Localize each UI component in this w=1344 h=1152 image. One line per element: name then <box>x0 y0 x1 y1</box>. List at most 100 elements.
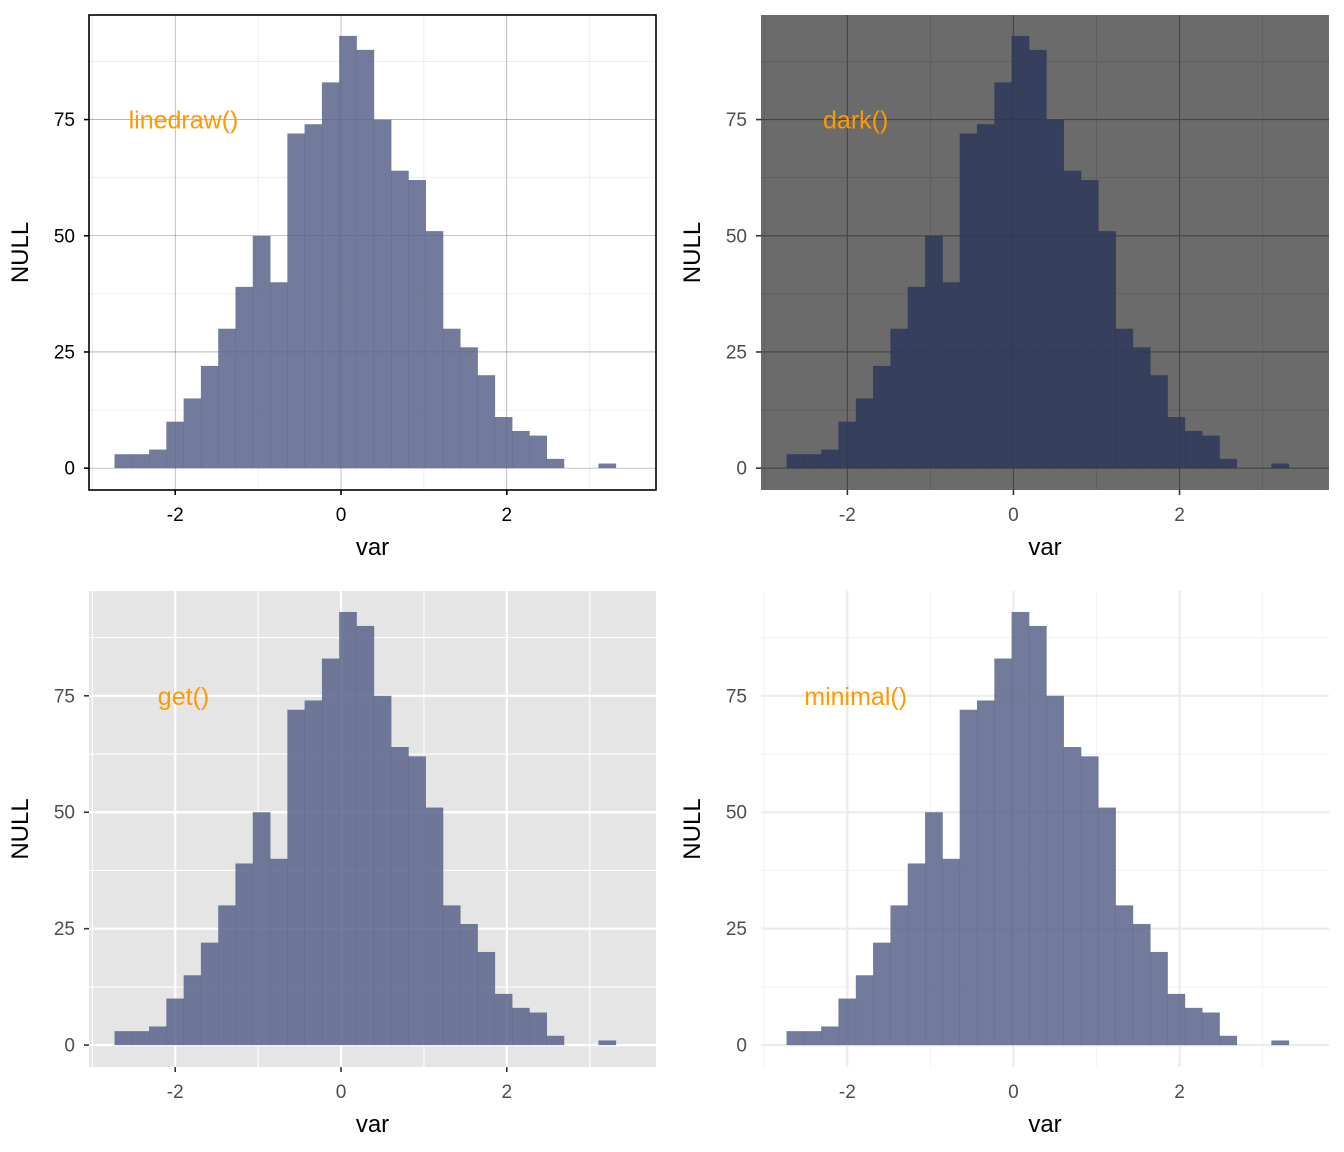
histogram-bar <box>1115 328 1134 469</box>
theme-annotation: get() <box>158 683 209 711</box>
histogram-bar <box>304 124 323 469</box>
histogram-bar <box>356 49 375 469</box>
histogram-bar <box>546 458 565 469</box>
histogram-bar <box>183 975 202 1046</box>
histogram-bar <box>1063 170 1082 469</box>
histogram-bar <box>183 398 202 469</box>
histogram-bar <box>1271 1040 1290 1046</box>
histogram-bar <box>942 282 961 469</box>
histogram-bar <box>925 235 943 469</box>
histogram-bar <box>511 430 530 469</box>
histogram-bar <box>838 421 857 469</box>
x-tick-label: 2 <box>1174 505 1185 526</box>
histogram-bar <box>408 756 426 1046</box>
y-tick-label: 25 <box>54 919 75 940</box>
histogram-bar <box>494 417 513 469</box>
histogram-bar <box>1011 611 1030 1046</box>
histogram-bar <box>838 998 857 1046</box>
x-axis-title: var <box>1028 1111 1061 1138</box>
histogram-bar <box>200 365 219 469</box>
histogram-bar <box>321 658 340 1046</box>
histogram-bar <box>1202 1012 1220 1046</box>
histogram-bar <box>821 1026 839 1046</box>
x-tick-label: 2 <box>1174 1082 1185 1103</box>
y-tick-label: 25 <box>726 342 747 363</box>
histogram-bar <box>270 858 288 1046</box>
histogram-bar <box>598 463 617 469</box>
histogram-bar <box>373 119 392 469</box>
histogram-bar <box>494 993 513 1046</box>
theme-annotation: minimal() <box>804 683 907 711</box>
histogram-bar <box>356 625 375 1046</box>
x-tick-label: 2 <box>502 1082 513 1103</box>
panel-linedraw: 0 25 50 75 -2 0 2 var NULL linedraw() <box>7 14 657 561</box>
histogram-bar <box>408 179 426 469</box>
x-axis-title: var <box>1028 534 1061 561</box>
histogram-bar <box>907 286 926 469</box>
histogram-bar <box>1219 458 1238 469</box>
y-tick-label: 25 <box>726 919 747 940</box>
y-tick-label: 0 <box>736 1036 747 1057</box>
histogram-bar <box>546 1035 565 1046</box>
histogram-bar <box>321 82 340 469</box>
histogram-bar <box>1098 807 1116 1046</box>
x-tick-label: -2 <box>839 505 856 526</box>
y-axis-title: NULL <box>679 222 706 283</box>
x-tick-label: -2 <box>167 505 184 526</box>
x-tick-label: 0 <box>1008 1082 1019 1103</box>
histogram-bar <box>218 905 236 1046</box>
histogram-bar <box>1080 179 1099 469</box>
histogram-bar <box>786 1031 805 1046</box>
histogram-bar <box>529 435 547 469</box>
histogram-bar <box>391 747 409 1046</box>
histogram-bar <box>460 924 478 1046</box>
histogram-bar <box>425 231 444 469</box>
histogram-bar <box>477 375 496 469</box>
y-axis-title: NULL <box>7 798 34 859</box>
histogram-bar <box>1150 375 1168 469</box>
histogram-bar <box>529 1012 547 1046</box>
histogram-bar <box>1219 1035 1238 1046</box>
histogram-bar <box>270 282 288 469</box>
x-tick-label: -2 <box>167 1082 184 1103</box>
x-tick-label: 0 <box>336 505 347 526</box>
histogram-bar <box>976 700 995 1046</box>
histogram-bar <box>166 998 185 1046</box>
histogram-bar <box>131 454 150 469</box>
histogram-bar <box>873 942 891 1046</box>
histogram-bar <box>1184 430 1203 469</box>
histogram-bar <box>1046 695 1064 1046</box>
histogram-bar <box>959 133 978 469</box>
histogram-bar <box>235 286 254 469</box>
histogram-bar <box>1028 625 1047 1046</box>
y-tick-label: 75 <box>726 686 747 707</box>
histogram-bar <box>907 863 926 1046</box>
histogram-bar <box>373 695 392 1046</box>
histogram-bar <box>287 133 306 469</box>
histogram-bar <box>1184 1007 1203 1046</box>
histogram-bar <box>287 709 306 1046</box>
histogram-bar <box>873 365 891 469</box>
x-tick-label: 2 <box>502 505 513 526</box>
histogram-bar <box>598 1040 617 1046</box>
theme-annotation: linedraw() <box>129 107 239 135</box>
histogram-bar <box>477 951 496 1046</box>
histogram-bar <box>1011 35 1030 469</box>
y-tick-label: 50 <box>726 226 747 247</box>
histogram-bar <box>442 328 461 469</box>
histogram-bar <box>460 347 478 469</box>
histogram-bar <box>200 942 219 1046</box>
histogram-bar <box>1150 951 1168 1046</box>
histogram-bar <box>1080 756 1099 1046</box>
y-tick-label: 0 <box>64 1036 75 1057</box>
histogram-bar <box>149 449 167 469</box>
histogram-bar <box>131 1031 150 1046</box>
y-tick-label: 0 <box>64 459 75 480</box>
panel-get: 0 25 50 75 -2 0 2 var NULL get() <box>7 591 656 1138</box>
histogram-bar <box>442 905 461 1046</box>
histogram-bar <box>1115 905 1134 1046</box>
histogram-bar <box>304 700 323 1046</box>
histogram-bar <box>925 812 943 1046</box>
histogram-bar <box>252 235 271 469</box>
